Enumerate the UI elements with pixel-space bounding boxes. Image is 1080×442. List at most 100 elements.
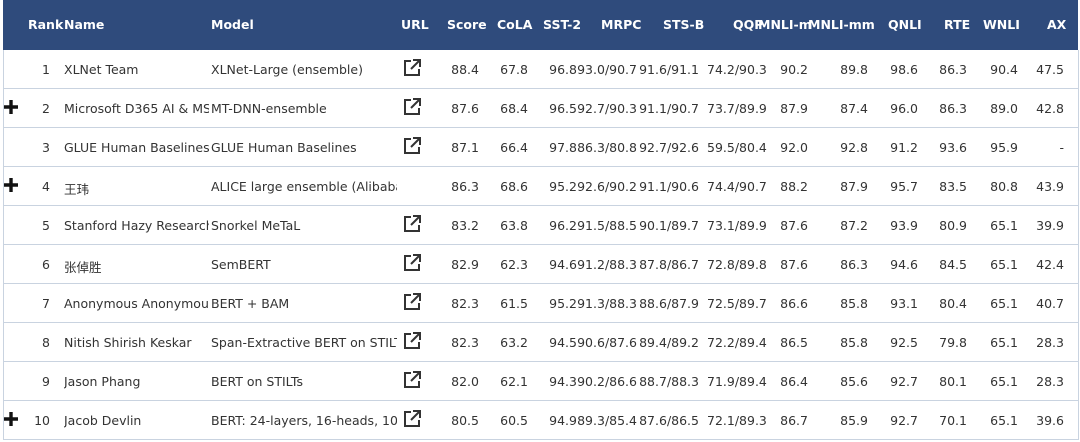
table-row	[3, 284, 1079, 323]
cell: 63.8	[500, 218, 528, 233]
cell: Jacob Devlin	[64, 413, 142, 428]
column-header: Rank	[28, 17, 64, 32]
cell: 71.9/89.4	[707, 374, 767, 389]
url-link[interactable]	[402, 331, 422, 351]
url-link[interactable]	[402, 409, 422, 429]
expand-button[interactable]	[3, 177, 19, 193]
cell: GLUE Human Baselines	[211, 140, 357, 155]
cell: 65.1	[990, 218, 1018, 233]
cell: 43.9	[1036, 179, 1064, 194]
cell: 95.2	[549, 296, 577, 311]
column-header: MNLI-mm	[808, 17, 875, 32]
cell: 87.8/86.7	[639, 257, 699, 272]
cell: 92.7/90.3	[577, 101, 637, 116]
cell: 89.0	[990, 101, 1018, 116]
cell: 85.8	[840, 296, 868, 311]
url-link[interactable]	[402, 370, 422, 390]
cell: 2	[42, 101, 50, 116]
table-row	[3, 323, 1079, 362]
cell: 88.7/88.3	[639, 374, 699, 389]
column-header: Name	[64, 17, 105, 32]
cell: Jason Phang	[64, 374, 141, 389]
cell: 91.3/88.3	[577, 296, 637, 311]
cell: 86.6	[780, 296, 808, 311]
cell: 88.4	[451, 62, 479, 77]
cell: 74.2/90.3	[707, 62, 767, 77]
url-link[interactable]	[402, 97, 422, 117]
cell: 94.6	[549, 257, 577, 272]
cell: 87.6	[780, 257, 808, 272]
cell: 85.6	[840, 374, 868, 389]
cell: 98.6	[890, 62, 918, 77]
cell: 72.8/89.8	[707, 257, 767, 272]
cell: 28.3	[1036, 374, 1064, 389]
cell: 92.6/90.2	[577, 179, 637, 194]
cell: 80.1	[939, 374, 967, 389]
cell: 96.2	[549, 218, 577, 233]
cell: 87.6	[451, 101, 479, 116]
header-bar	[3, 0, 1078, 50]
expand-button[interactable]	[3, 411, 19, 427]
cell: 65.1	[990, 296, 1018, 311]
cell: 83.2	[451, 218, 479, 233]
cell: 91.1/90.7	[639, 101, 699, 116]
cell: 5	[42, 218, 50, 233]
cell: 9	[42, 374, 50, 389]
cell: 86.7	[780, 413, 808, 428]
cell: 85.8	[840, 335, 868, 350]
cell: BERT on STILTs	[211, 374, 303, 389]
cell: 94.3	[549, 374, 577, 389]
cell: 68.6	[500, 179, 528, 194]
cell: 39.6	[1036, 413, 1064, 428]
cell: 82.3	[451, 335, 479, 350]
cell: 86.3	[451, 179, 479, 194]
cell: 42.4	[1036, 257, 1064, 272]
cell: 88.2	[780, 179, 808, 194]
cell: 91.5/88.5	[577, 218, 637, 233]
column-header: MNLI-m	[758, 17, 812, 32]
cell: XLNet Team	[64, 62, 139, 77]
cell: 94.9	[549, 413, 577, 428]
cell: 74.4/90.7	[707, 179, 767, 194]
cell: 92.0	[780, 140, 808, 155]
column-header: Score	[447, 17, 487, 32]
cell: 40.7	[1036, 296, 1064, 311]
cell: 4	[42, 179, 50, 194]
cell: 92.8	[840, 140, 868, 155]
cell: 90.2/86.6	[577, 374, 637, 389]
cell: 72.5/89.7	[707, 296, 767, 311]
cell: 66.4	[500, 140, 528, 155]
url-link[interactable]	[402, 253, 422, 273]
cell: 86.3	[939, 62, 967, 77]
cell: 62.3	[500, 257, 528, 272]
url-link[interactable]	[402, 214, 422, 234]
cell: 90.1/89.7	[639, 218, 699, 233]
cell: 王玮	[64, 182, 90, 197]
cell: 85.9	[840, 413, 868, 428]
url-link[interactable]	[402, 292, 422, 312]
column-header: QQP	[733, 17, 764, 32]
cell: 91.2/88.3	[577, 257, 637, 272]
expand-button[interactable]	[3, 99, 19, 115]
cell: 95.7	[890, 179, 918, 194]
cell: 86.3	[939, 101, 967, 116]
cell: 87.6	[780, 218, 808, 233]
cell: 94.6	[890, 257, 918, 272]
cell: 93.6	[939, 140, 967, 155]
cell: 90.6/87.6	[577, 335, 637, 350]
cell: 90.4	[990, 62, 1018, 77]
cell: 82.9	[451, 257, 479, 272]
cell: 72.1/89.3	[707, 413, 767, 428]
cell: 87.4	[840, 101, 868, 116]
url-link[interactable]	[402, 136, 422, 156]
cell: 42.8	[1036, 101, 1064, 116]
cell: 63.2	[500, 335, 528, 350]
cell: 84.5	[939, 257, 967, 272]
column-header: URL	[401, 17, 429, 32]
cell: 79.8	[939, 335, 967, 350]
cell: 93.1	[890, 296, 918, 311]
url-link[interactable]	[402, 58, 422, 78]
column-header: CoLA	[497, 17, 533, 32]
